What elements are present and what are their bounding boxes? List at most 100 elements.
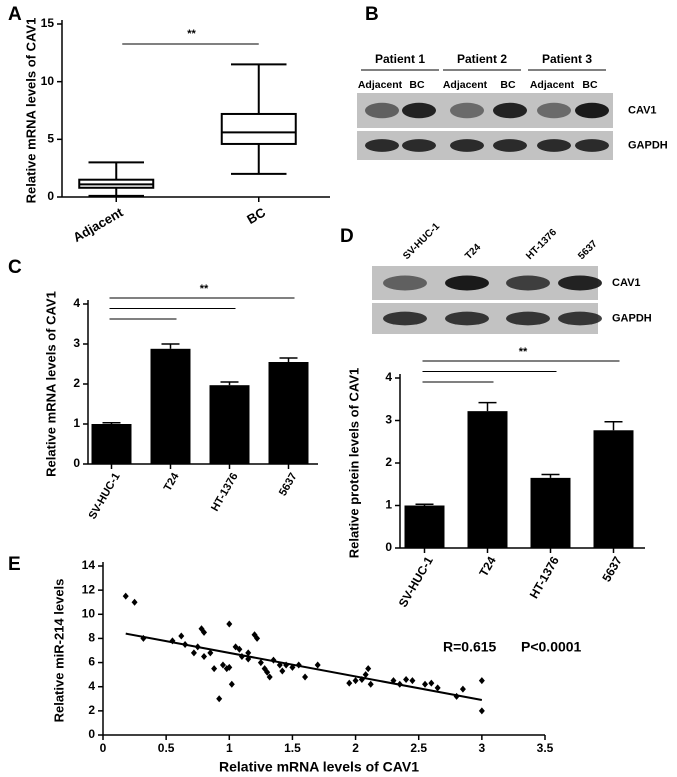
x-tick-label: 3.5 xyxy=(537,741,554,755)
point xyxy=(279,667,286,675)
point xyxy=(266,673,273,681)
blot-band xyxy=(558,275,602,291)
group-label: Patient 2 xyxy=(457,52,507,66)
y-tick-label: 0 xyxy=(73,456,80,470)
x-tick-label: T24 xyxy=(476,554,499,579)
point xyxy=(365,665,372,673)
y-tick-label: 2 xyxy=(385,455,392,469)
blot-band xyxy=(445,275,489,291)
lane-label: HT-1376 xyxy=(524,227,559,262)
point xyxy=(201,628,208,636)
lane-label: Adjacent xyxy=(358,79,403,91)
point xyxy=(302,673,309,681)
bar xyxy=(404,505,445,548)
blot-band xyxy=(537,102,571,119)
x-tick-label: 2.5 xyxy=(410,741,427,755)
point xyxy=(358,675,365,683)
y-tick-label: 6 xyxy=(88,655,95,669)
y-tick-label: 15 xyxy=(41,16,55,30)
y-tick-label: 1 xyxy=(73,416,80,430)
y-tick-label: 2 xyxy=(88,703,95,717)
y-tick-label: 4 xyxy=(88,679,95,693)
point xyxy=(478,707,485,715)
bar xyxy=(209,385,250,464)
blot-band xyxy=(506,311,550,326)
x-tick-label: HT-1376 xyxy=(527,554,562,601)
blot-band xyxy=(537,139,571,152)
point xyxy=(254,634,261,642)
blot-band xyxy=(493,102,527,119)
group-label: Patient 3 xyxy=(542,52,592,66)
point xyxy=(216,695,223,703)
x-tick-label: Adjacent xyxy=(70,204,126,245)
bar xyxy=(150,348,191,464)
annotation: P<0.0001 xyxy=(521,639,582,655)
y-axis-title: Relative mRNA levels of CAV1 xyxy=(43,291,58,477)
point xyxy=(226,663,233,671)
x-tick-label: SV-HUC-1 xyxy=(396,554,436,610)
x-tick-label: T24 xyxy=(162,470,182,493)
bar xyxy=(268,362,309,464)
y-tick-label: 2 xyxy=(73,376,80,390)
point xyxy=(459,685,466,693)
point xyxy=(169,637,176,645)
lane-label: BC xyxy=(500,79,516,91)
point xyxy=(264,668,271,676)
panel-label: B xyxy=(365,4,379,25)
row-label: GAPDH xyxy=(628,139,668,151)
y-tick-label: 3 xyxy=(73,336,80,350)
point xyxy=(190,649,197,657)
point xyxy=(270,656,277,664)
y-tick-label: 0 xyxy=(47,189,54,203)
blot-band xyxy=(445,311,489,326)
bar xyxy=(467,411,508,548)
significance-label: ** xyxy=(519,346,528,358)
panel-label: D xyxy=(340,226,354,247)
point xyxy=(226,620,233,628)
point xyxy=(396,680,403,688)
y-tick-label: 4 xyxy=(385,370,392,384)
point xyxy=(228,680,235,688)
y-tick-label: 3 xyxy=(385,413,392,427)
x-tick-label: 5637 xyxy=(599,554,625,584)
x-axis-title: Relative mRNA levels of CAV1 xyxy=(219,759,419,775)
panel-label: C xyxy=(8,257,22,278)
point xyxy=(289,663,296,671)
point xyxy=(390,677,397,685)
x-tick-label: 2 xyxy=(352,741,359,755)
point xyxy=(182,640,189,648)
panel-label: A xyxy=(8,4,22,25)
point xyxy=(453,692,460,700)
point xyxy=(201,653,208,661)
x-tick-label: SV-HUC-1 xyxy=(87,471,123,521)
point xyxy=(409,677,416,685)
y-tick-label: 5 xyxy=(47,132,54,146)
point xyxy=(362,671,369,679)
point xyxy=(245,649,252,657)
x-tick-label: 3 xyxy=(479,741,486,755)
point xyxy=(422,680,429,688)
point xyxy=(478,677,485,685)
point xyxy=(178,632,185,640)
blot-band xyxy=(493,139,527,152)
point xyxy=(122,592,129,600)
x-tick-label: 0 xyxy=(100,741,107,755)
point xyxy=(211,665,218,673)
bar xyxy=(593,430,634,548)
y-axis-title: Relative protein levels of CAV1 xyxy=(346,368,361,559)
blot-band xyxy=(402,139,436,152)
lane-label: BC xyxy=(582,79,598,91)
blot-band xyxy=(365,139,399,152)
point xyxy=(207,649,214,657)
bar xyxy=(530,477,571,548)
blot-band xyxy=(558,311,602,326)
lane-label: Adjacent xyxy=(443,79,488,91)
row-label: CAV1 xyxy=(628,104,657,116)
row-label: CAV1 xyxy=(612,277,641,289)
point xyxy=(295,661,302,669)
point xyxy=(346,679,353,687)
x-tick-label: BC xyxy=(244,204,268,227)
point xyxy=(367,680,374,688)
blot-band xyxy=(575,139,609,152)
